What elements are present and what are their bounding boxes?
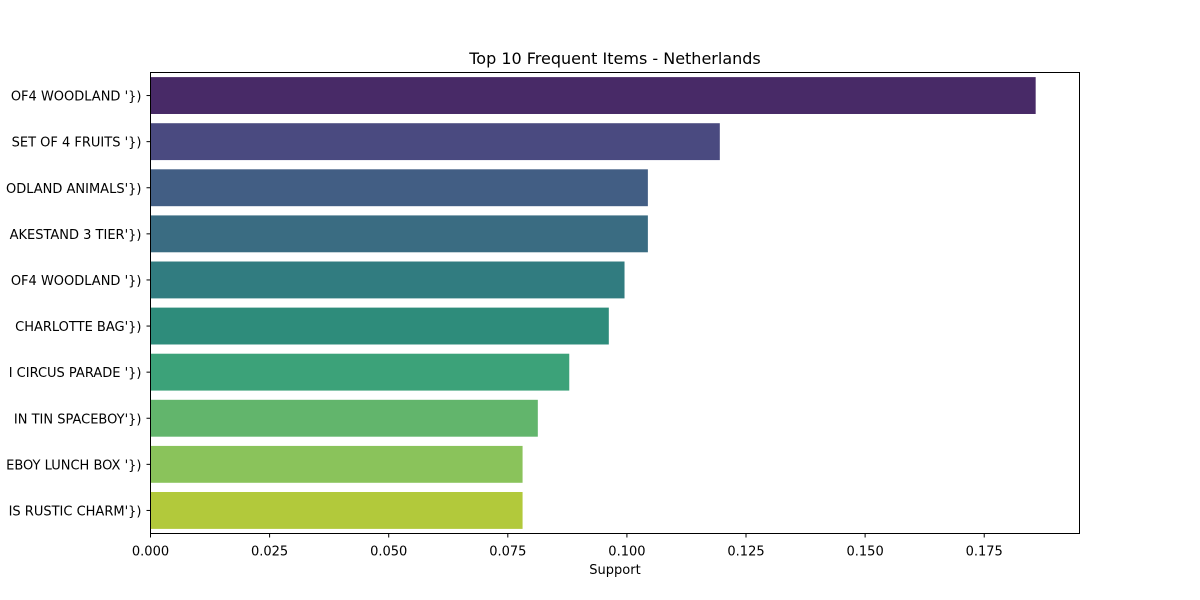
y-tick-label: SET OF 4 FRUITS '})	[12, 136, 142, 151]
y-tick-label: IN TIN SPACEBOY'})	[14, 412, 142, 427]
y-tick-labels: OF4 WOODLAND '}) SET OF 4 FRUITS '}) ODLAN…	[6, 90, 151, 519]
x-axis-label: Support	[589, 563, 640, 578]
y-tick-label: EBOY LUNCH BOX '})	[6, 458, 141, 473]
y-tick-label: IS RUSTIC CHARM'})	[9, 504, 142, 519]
bar-6	[150, 307, 609, 345]
x-tick-label: 0.125	[727, 545, 764, 560]
x-ticks: 0.000 0.025 0.050 0.075 0.100 0.125 0.150 0.175	[132, 533, 1003, 560]
x-tick-label: 0.175	[966, 545, 1003, 560]
bar-5	[150, 261, 625, 299]
y-tick-label: OF4 WOODLAND '})	[11, 274, 142, 289]
bar-10	[150, 492, 523, 529]
y-tick-label: ODLAND ANIMALS'})	[6, 182, 142, 197]
chart-title: Top 10 Frequent Items - Netherlands	[468, 49, 761, 68]
bars-group	[150, 77, 1036, 529]
y-tick-label: I CIRCUS PARADE '})	[9, 366, 142, 381]
bar-9	[150, 445, 523, 483]
bar-2	[150, 123, 720, 161]
y-tick-label: CHARLOTTE BAG'})	[15, 320, 141, 335]
plot-frame	[150, 72, 1080, 534]
x-tick-label: 0.025	[251, 545, 288, 560]
x-tick-label: 0.050	[370, 545, 407, 560]
y-tick-label: AKESTAND 3 TIER'})	[10, 228, 142, 243]
x-tick-label: 0.000	[132, 545, 169, 560]
x-tick-label: 0.100	[608, 545, 645, 560]
bar-4	[150, 215, 648, 253]
bar-3	[150, 169, 648, 207]
bar-8	[150, 399, 538, 437]
bar-7	[150, 353, 570, 391]
bar-1	[150, 77, 1036, 114]
x-tick-label: 0.075	[489, 545, 526, 560]
x-tick-label: 0.150	[847, 545, 884, 560]
y-tick-label: OF4 WOODLAND '})	[11, 90, 142, 105]
